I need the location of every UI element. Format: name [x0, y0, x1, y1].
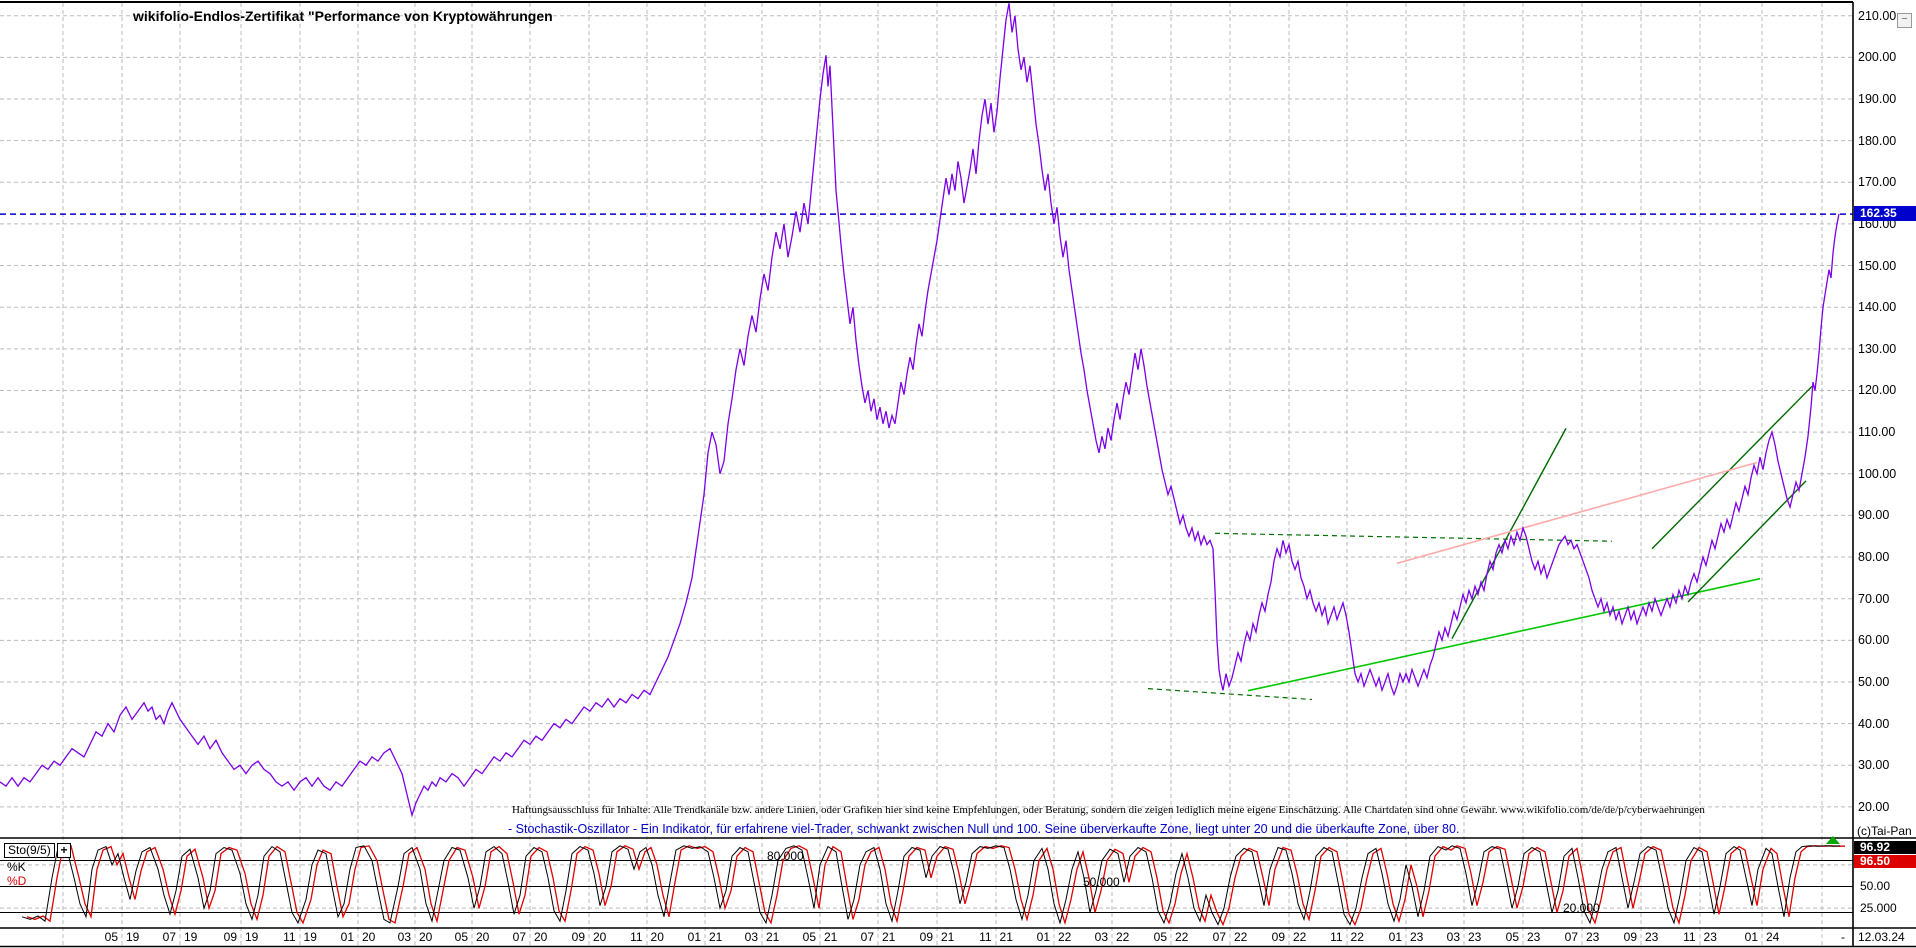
price-axis-label: 40.00: [1858, 716, 1890, 731]
trendline-trend-pink: [1396, 461, 1758, 565]
date-axis-label: 05 21: [802, 930, 838, 944]
price-axis-label: 210.00: [1858, 8, 1897, 23]
date-axis-label: 05 23: [1505, 930, 1541, 944]
price-axis-label: 140.00: [1858, 300, 1897, 315]
trendline-steep-trend-2023: [1451, 428, 1567, 639]
date-axis-label: 03 20: [397, 930, 433, 944]
date-axis-label: 09 19: [223, 930, 259, 944]
indicator-name-box[interactable]: Sto(9/5): [4, 843, 55, 858]
price-axis-label: 80.00: [1858, 550, 1890, 565]
date-axis-label: 11 22: [1330, 930, 1364, 944]
date-axis-label: 09 23: [1623, 930, 1659, 944]
date-axis-label: 01 24: [1744, 930, 1780, 944]
stochastic-d-series: [26, 845, 1845, 927]
date-axis-label: 09 22: [1271, 930, 1307, 944]
date-axis-label: 03 22: [1094, 930, 1130, 944]
date-axis-label: 11 23: [1683, 930, 1717, 944]
percent-d-label: %D: [7, 874, 27, 888]
date-axis-label: 09 20: [571, 930, 607, 944]
trendline-support-dashed: [1147, 688, 1313, 701]
price-axis-label: 150.00: [1858, 258, 1897, 273]
sto-level-caption: 20.000: [1563, 900, 1600, 915]
price-axis-label: 90.00: [1858, 508, 1890, 523]
date-axis-label: 01 23: [1388, 930, 1424, 944]
indicator-add-button[interactable]: +: [57, 843, 71, 858]
price-axis-label: 110.00: [1858, 425, 1896, 440]
price-axis-label: 60.00: [1858, 633, 1890, 648]
trend-up-arrow-icon: [1826, 836, 1840, 844]
disclaimer-text: Haftungsausschluss für Inhalte: Alle Tre…: [512, 804, 1705, 816]
chart-title: wikifolio-Endlos-Zertifikat "Performance…: [133, 8, 553, 24]
price-axis-label: 30.00: [1858, 758, 1890, 773]
copyright-label: (c)Tai-Pan: [1857, 824, 1912, 838]
sto-axis-label-50: 50.00: [1860, 879, 1891, 893]
date-axis-label: 11 21: [979, 930, 1013, 944]
sto-level-caption: 50.000: [1083, 874, 1120, 889]
date-axis-label: 07 19: [162, 930, 198, 944]
date-axis-label: 03 23: [1446, 930, 1482, 944]
price-axis-label: 170.00: [1858, 175, 1897, 190]
date-axis-label: 11 20: [630, 930, 664, 944]
date-axis-label: 07 23: [1564, 930, 1600, 944]
k-value-badge: 96.92: [1854, 841, 1916, 854]
oscillator-description-text: - Stochastik-Oszillator - Ein Indikator,…: [508, 822, 1460, 836]
date-axis-label: 05 20: [454, 930, 490, 944]
sto-level-caption: 80.000: [767, 848, 804, 863]
date-axis-label: 01 20: [340, 930, 376, 944]
date-axis-label: 01 22: [1036, 930, 1072, 944]
price-axis-label: 190.00: [1858, 91, 1897, 106]
last-price-badge: 162.35: [1854, 206, 1916, 221]
last-date-label: 12.03.24: [1858, 930, 1905, 944]
price-axis-label: 130.00: [1858, 341, 1897, 356]
date-axis-label: 09 21: [919, 930, 955, 944]
date-axis-label: 01 21: [687, 930, 723, 944]
price-axis-label: 120.00: [1858, 383, 1897, 398]
date-axis-label: 03 21: [744, 930, 780, 944]
d-value-badge: 96.50: [1854, 855, 1916, 868]
price-axis-label: 100.00: [1858, 466, 1897, 481]
date-axis-label: 07 22: [1212, 930, 1248, 944]
date-axis-label: 05 19: [104, 930, 140, 944]
percent-k-label: %K: [7, 860, 26, 874]
axis-dash-label: -: [1841, 930, 1845, 944]
trendline-channel-upper: [1651, 385, 1813, 550]
price-axis-label: 180.00: [1858, 133, 1897, 148]
sto-axis-label-25: 25.000: [1860, 901, 1897, 915]
date-axis-label: 05 22: [1153, 930, 1189, 944]
date-axis-label: 07 20: [512, 930, 548, 944]
price-axis-label: 70.00: [1858, 591, 1890, 606]
price-axis-label: 20.00: [1858, 799, 1890, 814]
date-axis-label: 07 21: [860, 930, 896, 944]
price-series: [0, 3, 1840, 818]
trendline-resistance-dashed: [1214, 532, 1613, 542]
collapse-icon[interactable]: −: [1897, 13, 1912, 28]
trendline-channel-lower: [1687, 480, 1807, 603]
date-axis-label: 11 19: [283, 930, 317, 944]
price-axis-label: 200.00: [1858, 50, 1897, 65]
stochastic-k-series: [21, 845, 1841, 926]
price-axis-label: 50.00: [1858, 674, 1890, 689]
